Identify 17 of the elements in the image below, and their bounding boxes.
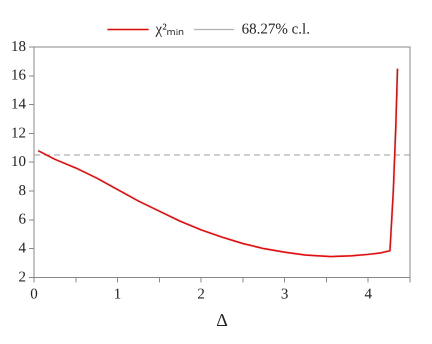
y-tick-label: 14 [11,96,26,113]
x-tick-label: 3 [280,286,288,302]
y-tick-label: 8 [18,182,26,199]
y-tick-label: 2 [18,269,26,286]
legend-label: χ²ₘᵢₙ [154,21,184,38]
x-tick-label: 0 [30,286,38,302]
y-tick-label: 10 [11,154,26,170]
legend-label: 68.27% c.l. [242,21,310,38]
y-tick-label: 12 [11,125,26,142]
y-tick-label: 18 [11,38,26,55]
x-axis-title: Δ [216,310,228,330]
x-tick-label: 2 [197,286,205,302]
y-tick-label: 4 [18,240,26,257]
y-tick-label: 6 [18,212,26,228]
x-tick-label: 1 [114,286,122,302]
x-tick-label: 4 [364,286,372,302]
y-tick-label: 16 [11,68,26,84]
